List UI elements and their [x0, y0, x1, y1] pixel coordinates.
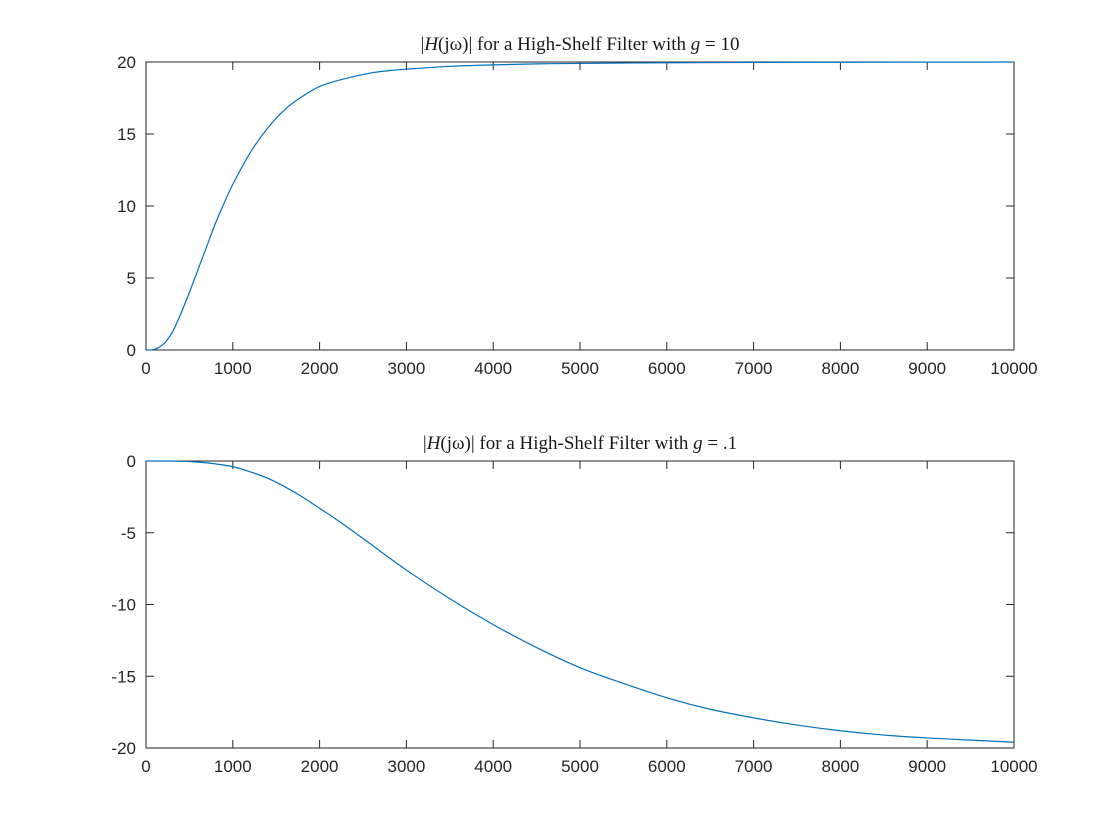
x-tick-label: 4000: [474, 757, 512, 776]
x-tick-label: 3000: [387, 359, 425, 378]
x-tick-label: 0: [141, 359, 150, 378]
y-tick-label: 0: [127, 452, 136, 471]
x-tick-label: 9000: [908, 359, 946, 378]
y-tick-label: -20: [111, 739, 136, 758]
subplot-1: 0 1000 2000 3000 4000 5000 6000 7000 8000 9000 100…: [117, 34, 1038, 378]
y-tick-label: 20: [117, 53, 136, 72]
y-tick-label: -15: [111, 667, 136, 686]
x-tick-label: 8000: [821, 757, 859, 776]
x-tick-label: 2000: [301, 359, 339, 378]
chart-title: |H(jω)| for a High-Shelf Filter with g =…: [423, 433, 737, 454]
x-tick-label: 10000: [990, 359, 1037, 378]
y-tick-label: -5: [121, 524, 136, 543]
x-tick-label: 1000: [214, 757, 252, 776]
axes-box: [145, 61, 1015, 351]
x-tick-label: 7000: [735, 359, 773, 378]
x-tick-label: 5000: [561, 359, 599, 378]
x-tick-label: 8000: [821, 359, 859, 378]
y-tick-label: 10: [117, 197, 136, 216]
series-line-1: [145, 61, 1015, 351]
y-tick-label: 5: [127, 269, 136, 288]
y-tick-label: -10: [111, 596, 136, 615]
x-tick-label: 3000: [387, 757, 425, 776]
subplot-2: 0 1000 2000 3000 4000 5000 6000 7000 8000 9000 100…: [111, 433, 1037, 776]
x-tick-label: 10000: [990, 757, 1037, 776]
x-tick-label: 6000: [648, 359, 686, 378]
x-tick-label: 9000: [908, 757, 946, 776]
x-tick-label: 7000: [735, 757, 773, 776]
y-tick-label: 0: [127, 341, 136, 360]
x-tick-label: 6000: [648, 757, 686, 776]
x-tick-label: 5000: [561, 757, 599, 776]
chart-title: |H(jω)| for a High-Shelf Filter with g =…: [421, 34, 740, 55]
series-line-1: [145, 460, 1015, 743]
x-tick-label: 0: [141, 757, 150, 776]
axes-box: [145, 460, 1015, 749]
x-tick-label: 1000: [214, 359, 252, 378]
y-tick-label: 15: [117, 125, 136, 144]
x-tick-label: 2000: [301, 757, 339, 776]
x-tick-label: 4000: [474, 359, 512, 378]
